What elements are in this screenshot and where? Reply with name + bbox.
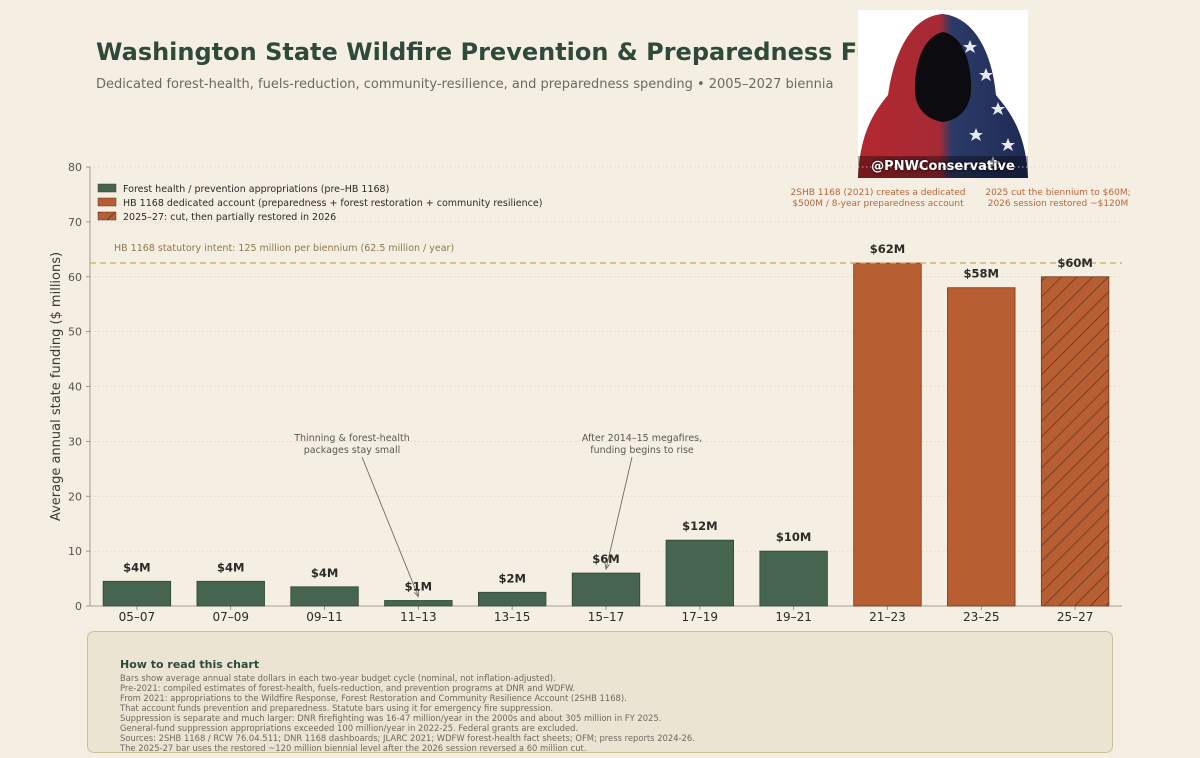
y-tick-label: 70 <box>68 216 82 229</box>
y-tick-label: 30 <box>68 435 82 448</box>
bar-value-label: $62M <box>870 242 905 256</box>
y-axis-title: Average annual state funding ($ millions… <box>49 252 64 521</box>
x-tick-label: 05–07 <box>119 610 156 624</box>
x-tick-label: 23–25 <box>963 610 1000 624</box>
avatar: @PNWConservative <box>858 10 1028 178</box>
y-tick-label: 50 <box>68 326 82 339</box>
avatar-watermark: @PNWConservative <box>871 159 1015 174</box>
notes-title: How to read this chart <box>120 658 260 671</box>
notes-line: Suppression is separate and much larger:… <box>120 713 662 723</box>
x-tick-label: 11–13 <box>400 610 437 624</box>
annotation-text: funding begins to rise <box>590 445 694 456</box>
annotation-text: After 2014–15 megafires, <box>582 433 702 444</box>
bar <box>947 287 1016 607</box>
x-tick-label: 21–23 <box>869 610 906 624</box>
top-note-text: 2SHB 1168 (2021) creates a dedicated <box>791 188 966 198</box>
hooded-figure-image <box>858 10 1028 178</box>
notes-line: Bars show average annual state dollars i… <box>120 673 556 683</box>
notes-line: That account funds prevention and prepar… <box>120 703 554 713</box>
x-tick-label: 19–21 <box>775 610 812 624</box>
x-tick-label: 25–27 <box>1057 610 1094 624</box>
legend-label: 2025–27: cut, then partially restored in… <box>123 212 336 223</box>
bar <box>665 539 734 607</box>
bar-value-label: $12M <box>682 519 717 533</box>
y-tick-label: 20 <box>68 490 82 503</box>
annotation-arrowhead <box>413 590 419 598</box>
annotation-arrow <box>605 456 633 570</box>
x-tick-label: 15–17 <box>588 610 625 624</box>
x-tick-label: 07–09 <box>212 610 249 624</box>
notes-line: From 2021: appropriations to the Wildfir… <box>120 693 627 703</box>
bar <box>384 600 453 607</box>
bar-value-label: $4M <box>123 560 150 574</box>
annotation-text: Thinning & forest-health <box>293 433 410 444</box>
x-tick-label: 17–19 <box>682 610 719 624</box>
y-tick-label: 60 <box>68 271 82 284</box>
legend-swatch <box>97 183 117 193</box>
bar-value-label: $2M <box>498 571 525 585</box>
bar <box>759 550 828 607</box>
bar-value-label: $58M <box>964 267 999 281</box>
top-note-text: 2026 session restored ~$120M <box>988 199 1129 209</box>
y-tick-label: 40 <box>68 381 82 394</box>
legend-swatch <box>97 197 117 207</box>
x-tick-label: 13–15 <box>494 610 531 624</box>
bar <box>1040 276 1110 607</box>
bar-value-label: $4M <box>311 566 338 580</box>
annotation-arrowhead <box>604 563 610 571</box>
legend-label: Forest health / prevention appropriation… <box>123 184 389 195</box>
top-note-text: 2025 cut the biennium to $60M; <box>985 188 1130 198</box>
reference-line-label: HB 1168 statutory intent: 125 million pe… <box>114 243 454 254</box>
y-tick-label: 10 <box>68 545 82 558</box>
bar <box>290 586 359 607</box>
bar-value-label: $10M <box>776 530 811 544</box>
bar <box>102 580 172 607</box>
bar <box>853 262 922 607</box>
notes-line: Sources: 2SHB 1168 / RCW 76.04.511; DNR … <box>120 733 695 743</box>
annotation-text: packages stay small <box>304 445 401 456</box>
notes-line: General-fund suppression appropriations … <box>120 723 579 733</box>
bar <box>571 572 641 607</box>
bar <box>478 591 547 607</box>
bar-value-label: $6M <box>592 552 619 566</box>
bar <box>196 580 265 607</box>
bar-value-label: $60M <box>1057 256 1092 270</box>
legend-swatch <box>97 211 117 221</box>
bar-value-label: $4M <box>217 560 244 574</box>
annotation-arrow <box>361 456 419 597</box>
y-tick-label: 0 <box>75 600 82 613</box>
page-subtitle: Dedicated forest-health, fuels-reduction… <box>96 77 834 92</box>
notes-line: Pre-2021: compiled estimates of forest-h… <box>120 683 576 693</box>
bar-value-label: $1M <box>405 580 432 594</box>
how-to-read-panel: How to read this chart Bars show average… <box>87 631 1113 753</box>
funding-bar-chart: 0 10 20 30 40 50 60 70 80 Average annual state fu… <box>49 161 1131 624</box>
notes-line: The 2025-27 bar uses the restored ~120 m… <box>120 743 587 753</box>
legend-label: HB 1168 dedicated account (preparedness … <box>123 198 542 209</box>
page-title: Washington State Wildfire Prevention & P… <box>96 38 950 66</box>
y-tick-label: 80 <box>68 161 82 174</box>
top-note-text: $500M / 8-year preparedness account <box>792 199 964 209</box>
x-tick-label: 09–11 <box>306 610 343 624</box>
